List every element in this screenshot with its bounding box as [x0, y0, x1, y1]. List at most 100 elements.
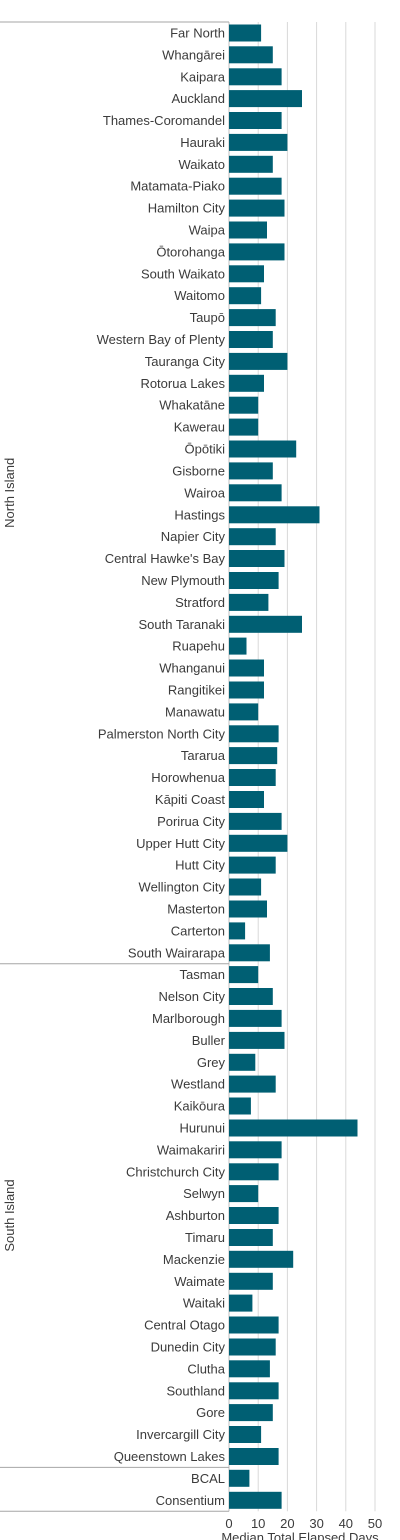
bar	[229, 1250, 294, 1268]
bar	[229, 1053, 256, 1071]
category-label: Hurunui	[179, 1121, 225, 1136]
category-label: Kāpiti Coast	[155, 792, 225, 807]
category-label: Kaipara	[180, 69, 226, 84]
bar	[229, 681, 264, 699]
category-label: South Waikato	[141, 266, 225, 281]
bar	[229, 112, 282, 129]
bar	[229, 747, 278, 765]
bar	[229, 440, 297, 458]
category-label: Gore	[196, 1405, 225, 1420]
group-label: South Island	[2, 1179, 17, 1251]
bar	[229, 352, 288, 370]
category-label: Far North	[170, 26, 225, 41]
category-label: Masterton	[167, 902, 225, 917]
category-label: Westland	[171, 1077, 225, 1092]
bar	[229, 1491, 282, 1509]
x-tick-label: 30	[309, 1516, 323, 1531]
category-label: Ōtorohanga	[156, 244, 225, 259]
category-label: Wairoa	[184, 485, 225, 500]
category-label: Buller	[192, 1033, 226, 1048]
bar	[229, 1272, 273, 1290]
category-label: Mackenzie	[163, 1252, 225, 1267]
x-axis-title: Median Total Elapsed Days	[221, 1530, 379, 1540]
x-tick-label: 10	[251, 1516, 265, 1531]
category-label: Taupō	[190, 310, 225, 325]
category-label: Selwyn	[183, 1186, 225, 1201]
bar	[229, 1404, 273, 1422]
bar	[229, 834, 288, 852]
bar	[229, 725, 279, 743]
category-label: Kaikōura	[174, 1099, 226, 1114]
category-label: Ōpōtiki	[185, 442, 226, 457]
category-label: Upper Hutt City	[136, 836, 225, 851]
bar	[229, 68, 282, 86]
bar	[229, 1382, 279, 1400]
bar	[229, 812, 282, 830]
bar	[229, 1097, 251, 1115]
category-label: Rotorua Lakes	[140, 376, 225, 391]
category-label: Kawerau	[174, 420, 225, 435]
category-label: Horowhenua	[151, 770, 225, 785]
category-label: Tauranga City	[145, 354, 226, 369]
bar	[229, 966, 259, 984]
bar	[229, 287, 262, 305]
category-label: Tararua	[181, 748, 226, 763]
bar	[229, 265, 264, 283]
category-label: Waimakariri	[157, 1142, 225, 1157]
category-label: Whanganui	[159, 661, 225, 676]
bar	[229, 90, 302, 108]
category-label: Napier City	[161, 529, 226, 544]
category-label: Western Bay of Plenty	[97, 332, 226, 347]
bar	[229, 418, 259, 436]
bar	[229, 1185, 259, 1203]
bar	[229, 944, 270, 962]
category-label: BCAL	[191, 1471, 225, 1486]
category-label: Carterton	[171, 923, 225, 938]
category-label: Wellington City	[139, 880, 226, 895]
bar	[229, 922, 246, 940]
category-label: Queenstown Lakes	[114, 1449, 226, 1464]
category-label: Rangitikei	[168, 683, 225, 698]
bar	[229, 791, 264, 808]
bar	[229, 550, 285, 567]
bar	[229, 1009, 282, 1027]
bar	[229, 1360, 270, 1378]
bar	[229, 1426, 262, 1443]
category-label: New Plymouth	[141, 573, 225, 588]
bar	[229, 1075, 276, 1093]
category-label: Palmerston North City	[98, 726, 226, 741]
x-tick-label: 50	[368, 1516, 382, 1531]
bar	[229, 1119, 358, 1137]
bar	[229, 703, 259, 721]
category-label: Hutt City	[175, 858, 225, 873]
category-label: Whakatāne	[159, 398, 225, 413]
category-label: South Wairarapa	[128, 945, 226, 960]
bar	[229, 1141, 282, 1159]
bar	[229, 133, 288, 151]
category-label: Matamata-Piako	[130, 179, 225, 194]
category-label: Hauraki	[180, 135, 225, 150]
category-label: Auckland	[172, 91, 225, 106]
x-tick-labels: 0 10 20 30 40 50	[225, 1516, 382, 1531]
category-label: Gisborne	[172, 463, 225, 478]
group-label: North Island	[2, 458, 17, 528]
category-label: Consentium	[156, 1493, 225, 1508]
category-label: Waikato	[179, 157, 225, 172]
bar	[229, 528, 276, 546]
category-label: Dunedin City	[151, 1340, 226, 1355]
category-label: Ruapehu	[172, 639, 225, 654]
bar	[229, 659, 264, 677]
x-tick-label: 20	[280, 1516, 294, 1531]
category-label: Christchurch City	[126, 1164, 225, 1179]
bar	[229, 243, 285, 261]
category-label: Waimate	[174, 1274, 225, 1289]
bar	[229, 878, 262, 896]
category-label: Waitomo	[174, 288, 225, 303]
group-separators	[0, 21, 229, 1512]
category-label: Waipa	[189, 223, 226, 238]
bar	[229, 1031, 285, 1049]
bar	[229, 221, 267, 239]
category-label: Nelson City	[159, 989, 226, 1004]
category-label: Porirua City	[157, 814, 225, 829]
bar	[229, 615, 302, 633]
